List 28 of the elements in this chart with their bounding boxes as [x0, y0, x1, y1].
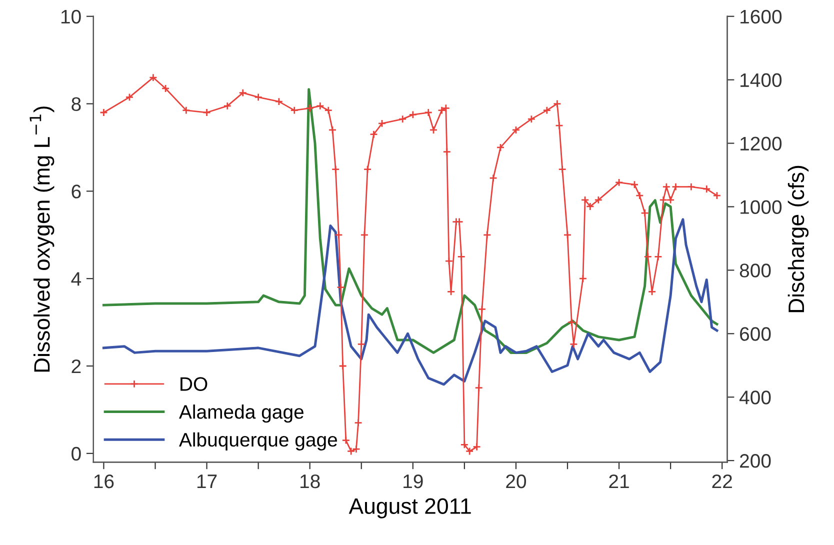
y2-tick-label: 1000: [740, 200, 782, 214]
x-tick-label: 16: [94, 474, 114, 488]
line-series: [102, 88, 718, 354]
y-tick-label: 2: [72, 359, 81, 374]
x-axis-title: August 2011: [348, 498, 471, 518]
legend-label: DO: [180, 377, 208, 391]
legend-label: Alameda gage: [179, 404, 304, 423]
y2-tick-label: 1600: [740, 10, 782, 24]
x-tick-label: 21: [609, 474, 629, 488]
x-tick-label: 20: [506, 474, 526, 488]
legend-label: Albuquerque gage: [179, 432, 338, 450]
y-tick-label: 10: [61, 10, 81, 24]
x-tick-label: 18: [300, 474, 320, 488]
y-tick-label: 8: [72, 97, 81, 111]
x-tick-label: 19: [404, 474, 423, 488]
y2-tick-label: 600: [740, 327, 771, 341]
y-axis-title: Dissolved oxygen (mg L$^{−1}$): [30, 106, 54, 372]
y2-tick-label: 1200: [740, 136, 782, 151]
y2-axis-title: Discharge (cfs): [788, 166, 809, 312]
y2-tick-label: 400: [740, 390, 771, 404]
y-tick-label: 0: [72, 446, 81, 461]
x-tick-label: 22: [712, 474, 732, 488]
y2-tick-label: 800: [740, 264, 771, 278]
x-tick-label: 17: [197, 474, 217, 488]
y-tick-label: 6: [72, 184, 81, 198]
y2-tick-label: 1400: [740, 73, 782, 88]
y2-tick-label: 200: [740, 454, 771, 468]
y-tick-label: 4: [71, 272, 82, 286]
